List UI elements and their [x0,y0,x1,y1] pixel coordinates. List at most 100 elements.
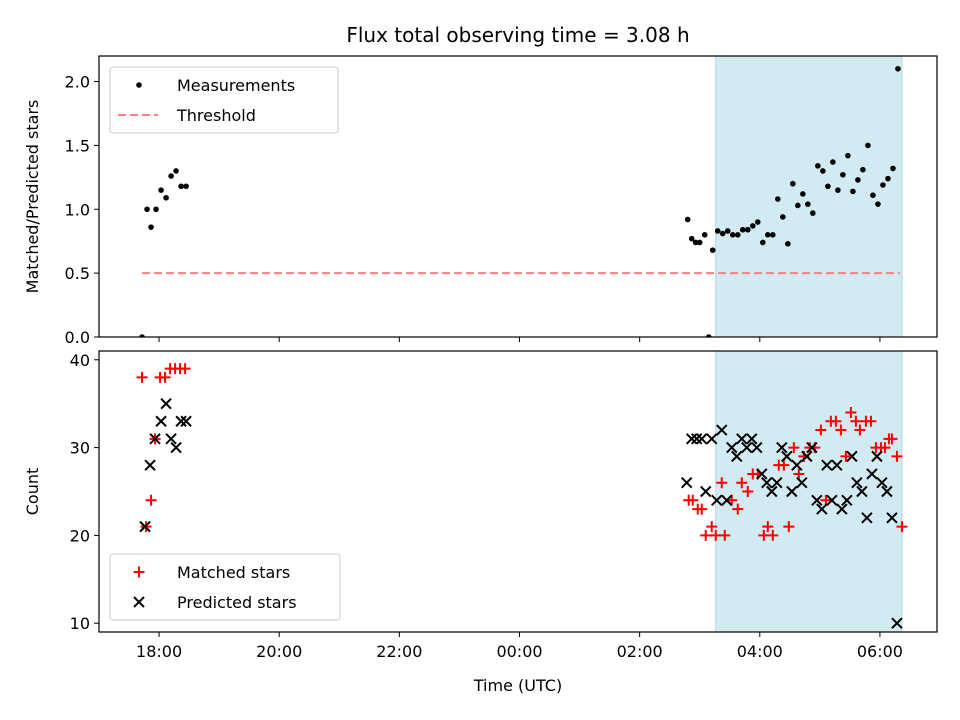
predicted-star-point [149,433,161,445]
bottom-x-tick-label: 22:00 [376,642,422,661]
matched-star-point [687,494,699,506]
measurement-point [790,180,796,187]
top-legend-box [109,66,339,134]
measurement-point [684,216,691,223]
measurement-point [785,240,791,247]
predicted-star-point [851,477,863,489]
predicted-star-point [139,520,151,533]
bottom-x-tick-label: 20:00 [256,642,302,661]
measurement-point [850,188,856,195]
predicted-star-point [826,494,838,506]
top-y-tick-label: 0.5 [65,264,90,283]
legend-label: Matched stars [177,563,290,582]
predicted-star-point [700,485,712,498]
measurement-point [714,228,721,234]
predicted-star-point [806,441,818,454]
predicted-star-point [866,468,878,480]
predicted-star-point [771,477,783,489]
bottom-x-tick-label: 18:00 [136,642,182,661]
bottom-x-tick-label: 02:00 [617,642,663,661]
measurement-point [168,173,174,179]
matched-star-point [719,529,731,541]
measurement-point [840,171,846,178]
top-y-tick-label: 0.0 [65,328,90,347]
matched-star-point [732,503,744,515]
measurement-point [692,239,699,246]
measurement-point [810,210,816,216]
measurement-point [178,183,184,190]
measurement-point [780,214,786,220]
measurement-point [815,163,821,169]
measurement-point [845,152,851,159]
bottom-plot-area [136,363,908,629]
top-panel: 0.0 0.5 1.0 1.5 2.0 Matched/Predicted stars Me… [23,55,938,347]
top-legend: Measurements Threshold [109,66,339,134]
predicted-star-point [165,433,177,445]
measurement-point [795,202,801,209]
matched-star-point [865,415,877,427]
predicted-star-point [886,512,898,524]
matched-star-point [145,494,157,506]
predicted-star-point [871,450,883,463]
matched-star-point [830,415,842,427]
measurement-point [825,183,831,190]
bottom-y-tick-label: 10 [70,614,90,633]
predicted-star-point [691,433,703,445]
measurement-point [805,201,811,207]
predicted-star-point [706,433,718,445]
bottom-x-axis-label: Time (UTC) [473,676,562,695]
bottom-axes-frame [98,350,938,633]
predicted-star-point [726,441,738,454]
top-axes-frame [98,55,938,338]
matched-star-point [767,529,779,541]
measurement-point [870,192,876,199]
bottom-panel: 10 20 30 40 18:00 20:00 22:00 00:00 02:00 04:00 06… [23,350,938,695]
bottom-x-tick-label: 04:00 [737,642,783,661]
predicted-star-point [846,450,858,463]
predicted-star-point [756,468,768,480]
predicted-star-point [831,459,843,471]
predicted-star-point [786,485,798,498]
predicted-star-point [881,485,893,498]
measurement-point [158,187,164,193]
measurement-point [775,196,781,202]
measurement-point [820,168,826,174]
measurement-point [764,232,771,238]
measurement-point [144,206,150,213]
matched-star-point [835,424,847,436]
bottom-x-tick-label: 06:00 [857,642,903,661]
legend-label: Predicted stars [177,593,297,612]
measurement-point [739,226,746,233]
matched-star-point [716,477,728,489]
matched-star-point [736,477,748,489]
predicted-star-point [761,477,773,489]
matched-star-point [845,406,857,418]
predicted-star-point [776,441,788,454]
measurement-point [835,187,841,193]
legend-x-marker [133,596,145,608]
predicted-star-point [696,433,708,445]
measurement-point [734,232,741,238]
matched-star-point [879,442,891,454]
measurement-point [895,65,901,72]
chart-title: Flux total observing time = 3.08 h [346,23,689,47]
measurement-point [153,206,159,213]
measurement-point [860,166,866,173]
measurement-point [754,219,761,225]
predicted-star-point [680,477,693,489]
top-series-dot [139,65,901,337]
measurement-point [183,183,189,190]
predicted-star-point [841,494,853,506]
matched-star-point [136,371,148,383]
matched-star-point [850,415,862,427]
measurement-point [688,235,695,242]
matched-star-point [854,424,866,436]
measurement-point [173,168,179,174]
predicted-star-point [796,477,808,489]
measurement-point [744,226,751,233]
measurement-point [885,175,891,182]
measurement-point [705,334,712,337]
matched-star-point [159,371,171,383]
top-y-tick-label: 2.0 [65,73,90,92]
